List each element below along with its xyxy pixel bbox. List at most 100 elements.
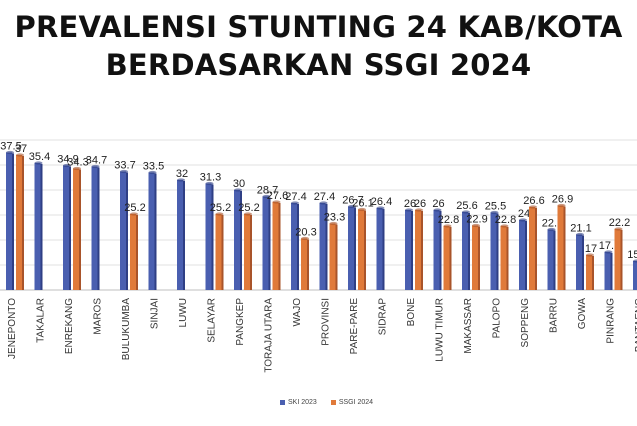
bar-ssgi-2024-shade	[478, 226, 480, 290]
bar-ski-2023-top	[177, 178, 185, 182]
bar-ssgi-2024	[358, 209, 364, 290]
data-label: 27.4	[314, 191, 335, 203]
bar-ssgi-2024-top	[358, 207, 366, 212]
bar-ski-2023-top	[348, 204, 356, 209]
bar-ssgi-2024-top	[443, 224, 452, 228]
bar-ssgi-2024	[415, 210, 421, 290]
bar-ski-2023-shade	[439, 211, 442, 290]
bar-ski-2023-shade	[97, 167, 100, 290]
bar-ski-2023	[433, 210, 440, 290]
x-tick-label: BULUKUMBA	[121, 298, 132, 361]
bar-ski-2023	[547, 229, 554, 290]
bar-ski-2023	[262, 196, 269, 290]
bar-ski-2023-top	[376, 206, 385, 210]
bar-ski-2023-shade	[382, 209, 385, 290]
bar-ski-2023-shade	[496, 213, 499, 290]
bar-ski-2023-top	[490, 210, 499, 215]
data-label: 33.7	[114, 160, 135, 172]
bar-ski-2023-shade	[183, 181, 185, 290]
x-tick-label: ENREKANG	[64, 298, 75, 354]
x-tick-label: PANGKEP	[235, 298, 246, 346]
bar-ssgi-2024-shade	[22, 156, 24, 290]
bar-ssgi-2024	[215, 214, 222, 290]
x-tick-label: JENEPONTO	[7, 298, 18, 359]
x-tick-label: MAROS	[93, 298, 104, 335]
bar-ssgi-2024-top	[472, 223, 480, 228]
bar-ski-2023	[376, 208, 383, 290]
bar-ski-2023-top	[576, 232, 584, 237]
bar-ski-2023-shade	[468, 213, 470, 290]
bar-ski-2023	[120, 171, 126, 290]
data-label: 25.2	[124, 202, 145, 214]
bar-ski-2023-shade	[325, 204, 328, 290]
bar-ssgi-2024-shade	[136, 215, 138, 290]
bar-ski-2023-top	[291, 201, 299, 205]
x-tick-label: SINJAI	[150, 298, 161, 329]
data-label: 22.8	[495, 214, 516, 226]
data-label: 26.7	[342, 195, 363, 207]
bar-ski-2023	[34, 163, 41, 290]
bar-ssgi-2024-top	[73, 166, 81, 171]
bar-ski-2023	[63, 165, 69, 290]
legend-label-ski-2023: SKI 2023	[288, 399, 317, 406]
bar-ssgi-2024-top	[244, 212, 252, 216]
bar-ssgi-2024	[614, 229, 621, 290]
x-tick-label: PARE-PARE	[349, 298, 360, 355]
data-label: 26.9	[552, 194, 573, 206]
data-label: 34.7	[86, 155, 107, 167]
bar-ski-2023-shade	[297, 204, 299, 290]
data-label: 37.5	[0, 141, 21, 153]
bar-ssgi-2024-top	[329, 221, 338, 226]
data-label: 37	[15, 143, 27, 155]
bar-ski-2023-top	[519, 218, 527, 222]
bar-ssgi-2024	[329, 223, 336, 290]
data-label: 17	[585, 243, 597, 255]
chart-title-line-1: PREVALENSI STUNTING 24 KAB/KOTA	[14, 10, 623, 44]
bar-ssgi-2024-shade	[449, 227, 452, 290]
x-tick-label: LUWU TIMUR	[435, 298, 446, 362]
bar-ssgi-2024-shade	[592, 256, 594, 290]
bar-ski-2023-top	[405, 208, 413, 212]
x-tick-label: TAKALAR	[36, 298, 47, 343]
bar-ski-2023-shade	[69, 166, 71, 290]
chart-title-line-2: BERDASARKAN SSGI 2024	[105, 48, 532, 82]
bar-ssgi-2024-top	[415, 208, 423, 212]
x-tick-label: SELAYAR	[207, 298, 218, 343]
bar-ski-2023-shade	[411, 211, 413, 290]
bar-ssgi-2024-top	[557, 203, 566, 208]
data-label: 34.9	[57, 154, 78, 166]
bar-ski-2023-shade	[40, 164, 43, 290]
bar-ssgi-2024-shade	[278, 203, 281, 290]
data-label: 25.6	[456, 200, 477, 212]
x-tick-label: BONE	[406, 298, 417, 327]
x-tick-label: SOPPENG	[520, 298, 531, 348]
bar-ski-2023-shade	[525, 221, 527, 290]
legend-entry-ski-2023: SKI 2023	[280, 399, 317, 406]
bar-ski-2023	[519, 220, 525, 290]
bar-ssgi-2024	[244, 214, 250, 290]
bar-ski-2023	[633, 261, 637, 290]
bar-ski-2023	[148, 172, 155, 290]
bar-ssgi-2024-top	[16, 153, 24, 157]
bar-ski-2023-shade	[211, 184, 214, 290]
data-label: 20.3	[295, 227, 316, 239]
bar-ski-2023-top	[6, 150, 14, 155]
bar-ski-2023-top	[34, 161, 43, 165]
bar-ssgi-2024-top	[529, 205, 537, 209]
x-tick-label: BANTAENG	[634, 298, 637, 352]
bar-ski-2023	[576, 234, 582, 290]
bar-ssgi-2024	[272, 202, 279, 290]
data-label: 22.8	[438, 214, 459, 226]
bar-ssgi-2024-top	[215, 212, 224, 216]
data-label: 33.5	[143, 161, 164, 173]
bar-ski-2023	[205, 183, 212, 290]
bar-ssgi-2024-top	[301, 236, 309, 241]
bar-ski-2023-shade	[12, 153, 14, 290]
x-tick-label: MAKASSAR	[463, 298, 474, 354]
chart-legend: SKI 2023 SSGI 2024	[280, 399, 373, 406]
bar-ski-2023-shade	[268, 197, 271, 290]
bar-ski-2023-top	[262, 194, 271, 199]
bar-ssgi-2024-shade	[79, 169, 81, 290]
bar-ski-2023-top	[234, 188, 242, 192]
bar-ski-2023-top	[91, 164, 100, 169]
